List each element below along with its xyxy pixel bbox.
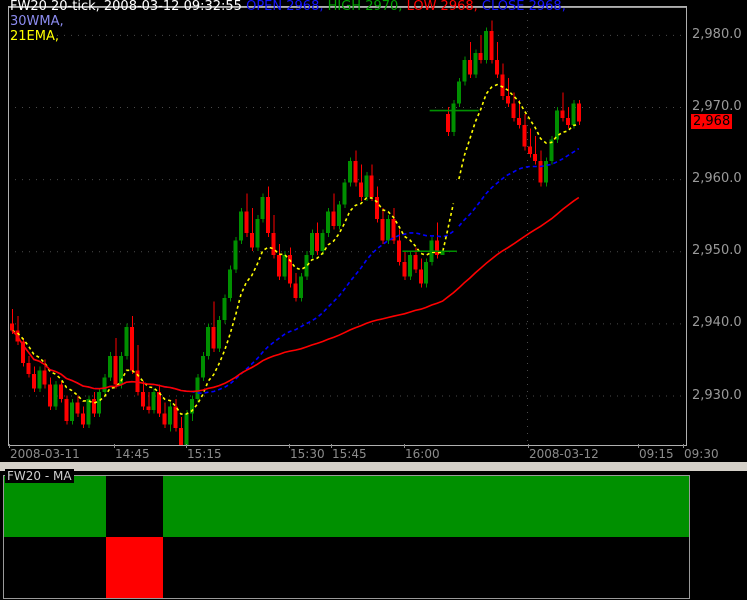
- time-axis-label: 15:30: [289, 444, 325, 461]
- indicator-chart-svg: [4, 476, 689, 598]
- price-plot-area[interactable]: [8, 6, 687, 446]
- legend-open: OPEN 2968,: [246, 0, 324, 14]
- legend-close: CLOSE 2968,: [481, 0, 566, 14]
- price-axis-label: 2,970.0: [692, 98, 742, 114]
- legend-wma30: 30WMA,: [10, 14, 64, 29]
- time-axis-label: 15:15: [186, 444, 222, 461]
- indicator-bar: [4, 476, 106, 537]
- pane-separator[interactable]: [0, 462, 747, 471]
- price-axis-label: 2,960.0: [692, 171, 742, 187]
- time-axis-label: 09:15: [638, 444, 674, 461]
- time-axis-label: 15:45: [331, 444, 367, 461]
- time-axis[interactable]: 2008-03-11 14:45 15:15 15:30 15:45 16:00 2008-…: [0, 444, 747, 462]
- indicator-bar: [106, 537, 163, 598]
- time-axis-label: 14:45: [114, 444, 150, 461]
- price-axis-label: 2,930.0: [692, 387, 742, 403]
- price-chart-svg: [8, 6, 687, 446]
- price-axis-label: 2,940.0: [692, 315, 742, 331]
- time-axis-label: 2008-03-12: [528, 444, 599, 461]
- indicator-title: FW20 - MA: [5, 469, 74, 483]
- legend-ema21: 21EMA,: [10, 29, 59, 44]
- price-axis-label: 2,950.0: [692, 243, 742, 259]
- indicator-plot-area[interactable]: [4, 476, 689, 598]
- time-axis-label: 09:30: [683, 444, 719, 461]
- price-axis[interactable]: 2,968 2,980.0 2,970.0 2,960.0 2,950.0 2,940.…: [689, 0, 747, 462]
- legend-high: HIGH 2970,: [327, 0, 403, 14]
- legend-symbol: FW20 20-tick, 2008-03-12 09:32:55: [10, 0, 242, 14]
- time-axis-label: 2008-03-11: [9, 444, 80, 461]
- indicator-pane[interactable]: FW20 - MA: [0, 469, 747, 600]
- legend-low: LOW 2968,: [406, 0, 478, 14]
- time-axis-label: 16:00: [404, 444, 440, 461]
- indicator-bar: [163, 476, 689, 537]
- price-axis-label: 2,980.0: [692, 26, 742, 42]
- price-pane[interactable]: FW20 20-tick, 2008-03-12 09:32:55 OPEN 2…: [0, 0, 747, 462]
- chart-legend: FW20 20-tick, 2008-03-12 09:32:55 OPEN 2…: [10, 0, 566, 44]
- last-price-badge: 2,968: [691, 114, 733, 130]
